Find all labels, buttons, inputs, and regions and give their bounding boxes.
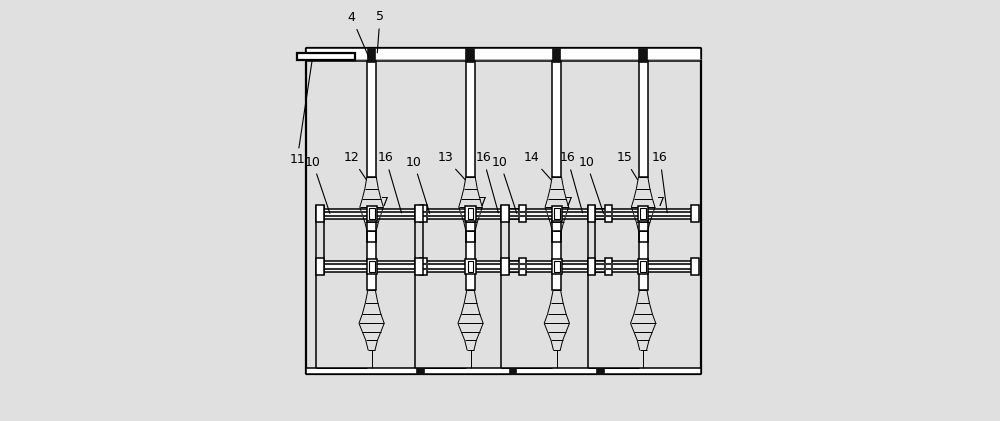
Bar [465, 206, 476, 221]
Bar [639, 61, 648, 177]
Text: 15: 15 [616, 152, 637, 179]
Bar [317, 209, 426, 219]
Text: 7: 7 [381, 196, 389, 208]
Bar [306, 48, 701, 61]
Bar [466, 61, 475, 177]
Bar [465, 48, 474, 62]
Bar [416, 368, 424, 374]
Bar [367, 219, 376, 261]
Bar [369, 261, 375, 272]
Bar [552, 61, 561, 177]
Bar [639, 231, 648, 242]
Bar [420, 205, 427, 222]
Bar [552, 219, 561, 261]
Bar [369, 208, 375, 219]
Text: 14: 14 [524, 152, 551, 180]
Text: 7: 7 [565, 196, 573, 208]
Text: 10: 10 [578, 156, 604, 213]
Bar [367, 231, 376, 242]
Bar [639, 219, 648, 261]
Bar [638, 48, 647, 62]
Bar [519, 205, 526, 222]
Bar [466, 231, 475, 242]
Text: 10: 10 [305, 156, 330, 213]
Bar [420, 258, 427, 275]
Bar [466, 219, 475, 261]
Text: 13: 13 [437, 152, 465, 180]
Bar [306, 368, 701, 374]
Bar [588, 205, 595, 222]
Text: 5: 5 [376, 11, 384, 53]
Bar [638, 206, 648, 221]
Bar [466, 272, 475, 290]
Bar [552, 231, 561, 242]
Bar [316, 258, 324, 275]
Bar [501, 258, 509, 275]
Bar [465, 259, 476, 274]
Bar [596, 368, 604, 374]
Bar [519, 258, 526, 275]
Text: 10: 10 [492, 156, 517, 213]
Bar [588, 258, 595, 275]
Bar [552, 206, 562, 221]
Bar [501, 205, 509, 222]
Bar [509, 368, 516, 374]
Bar [468, 208, 473, 219]
Bar [588, 261, 698, 272]
Bar [415, 258, 423, 275]
Text: 11: 11 [289, 60, 312, 166]
Bar [415, 205, 423, 222]
Text: 16: 16 [378, 152, 402, 213]
Bar [416, 261, 525, 272]
Bar [691, 258, 699, 275]
Bar [552, 48, 560, 62]
Bar [367, 48, 375, 62]
Bar [502, 209, 612, 219]
Text: 12: 12 [344, 152, 366, 180]
Bar [416, 209, 525, 219]
Bar [640, 208, 646, 219]
Text: 10: 10 [406, 156, 430, 213]
Text: 7: 7 [657, 196, 665, 208]
Text: 16: 16 [475, 152, 498, 213]
Bar [588, 209, 698, 219]
Bar [605, 205, 612, 222]
Text: 16: 16 [652, 152, 668, 213]
Bar [554, 208, 560, 219]
Text: 16: 16 [559, 152, 583, 213]
Text: 7: 7 [479, 196, 487, 208]
Bar [367, 206, 377, 221]
Bar [317, 261, 426, 272]
Bar [552, 259, 562, 274]
Bar [638, 259, 648, 274]
Bar [468, 261, 473, 272]
Bar [691, 205, 699, 222]
Bar [367, 61, 376, 177]
Bar [367, 272, 376, 290]
Bar [554, 261, 560, 272]
Bar [639, 272, 648, 290]
Bar [316, 205, 324, 222]
Bar [640, 261, 646, 272]
Bar [552, 272, 561, 290]
Bar [605, 258, 612, 275]
Bar [502, 261, 612, 272]
Bar [297, 53, 355, 60]
Text: 4: 4 [348, 11, 369, 57]
Bar [367, 259, 377, 274]
